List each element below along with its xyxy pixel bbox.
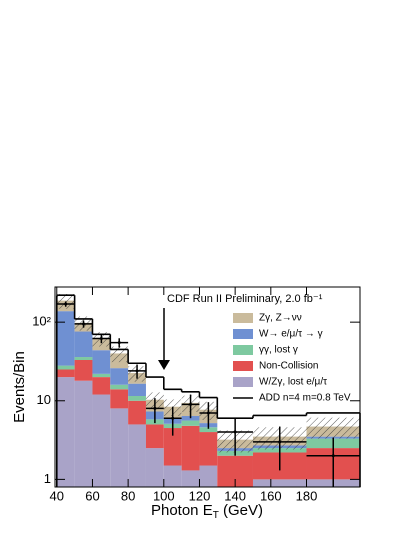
plot-area: 40 60 80 100 120 140 160 180 1 10 10² [32,286,361,503]
bar-segment [92,394,111,487]
bar-segment [181,470,200,487]
y-tick-label: 10 [37,392,51,407]
bar-segment [163,428,182,466]
bar-segment [128,424,146,487]
data-point [135,369,139,373]
data-point [189,402,193,406]
data-point [99,336,103,340]
bar-segment [252,479,307,487]
data-point [278,440,282,444]
bar-segment [74,357,93,361]
data-point [331,454,335,458]
bar-segment [145,424,164,449]
x-tick-label: 60 [85,488,99,503]
bar-segment [92,377,111,395]
bar-segment [74,331,93,358]
uncertainty-band [56,294,75,309]
annotation: CDF Run II Preliminary, 2.0 fb⁻¹ [167,293,323,305]
legend-label: Zγ, Z→νν [259,313,302,324]
data-point [82,322,86,326]
bar-segment [110,408,129,487]
data-point [206,411,210,415]
x-tick-label: 40 [50,488,64,503]
legend-swatch [233,313,253,323]
data-point [117,341,121,345]
legend-swatch [233,345,253,355]
x-tick-label: 120 [189,488,211,503]
bar-segment [110,389,129,409]
bar-segment [128,395,146,401]
bar-segment [74,360,93,381]
bar-segment [199,427,218,433]
legend-swatch [233,329,253,339]
y-tick-label: 1 [44,471,51,486]
data-point [171,416,175,420]
legend-label: γγ, lost γ [259,345,298,356]
bar-segment [181,420,200,426]
legend-label: Non-Collision [259,361,318,372]
data-point [64,302,68,306]
legend-label: W/Zγ, lost e/μ/τ [259,377,327,388]
x-tick-label: 100 [153,488,175,503]
x-axis-label: Photon ET (GeV) [151,502,263,521]
bar-segment [56,377,75,487]
legend-swatch [233,377,253,387]
uncertainty-band [306,417,360,439]
bar-segment [181,416,200,421]
arrow-head [158,360,170,370]
x-tick-label: 140 [224,488,246,503]
bar-segment [110,384,129,390]
bar-segment [145,448,164,487]
x-tick-label: 180 [296,488,318,503]
data-point [153,406,157,410]
bar-segment [92,350,111,374]
bar-segment [56,311,75,366]
y-tick-label: 10² [32,314,51,329]
data-point [233,430,237,434]
bar-segment [199,465,218,487]
bar-segment [74,380,93,487]
x-label-part: Photon E [151,502,213,519]
bar-segment [56,369,75,378]
bar-segment [56,365,75,370]
plot-frame [54,286,361,488]
legend-label: ADD n=4 m=0.8 TeV [259,393,351,404]
legend-label: W→ e/μ/τ → γ [259,329,323,340]
bar-segment [92,373,111,378]
bar-segment [110,368,129,385]
bar-segment [199,432,218,466]
bar-segment [128,383,146,396]
uncertainty-band [110,346,129,363]
legend-swatch [233,361,253,371]
bar-segment [163,465,182,487]
bar-segment [181,425,200,471]
bar-segment [128,400,146,425]
x-label-part: T [213,510,219,521]
y-axis-label: Events/Bin [11,351,28,423]
x-tick-label: 80 [121,488,135,503]
x-tick-label: 160 [260,488,282,503]
x-label-part: (GeV) [219,502,263,519]
